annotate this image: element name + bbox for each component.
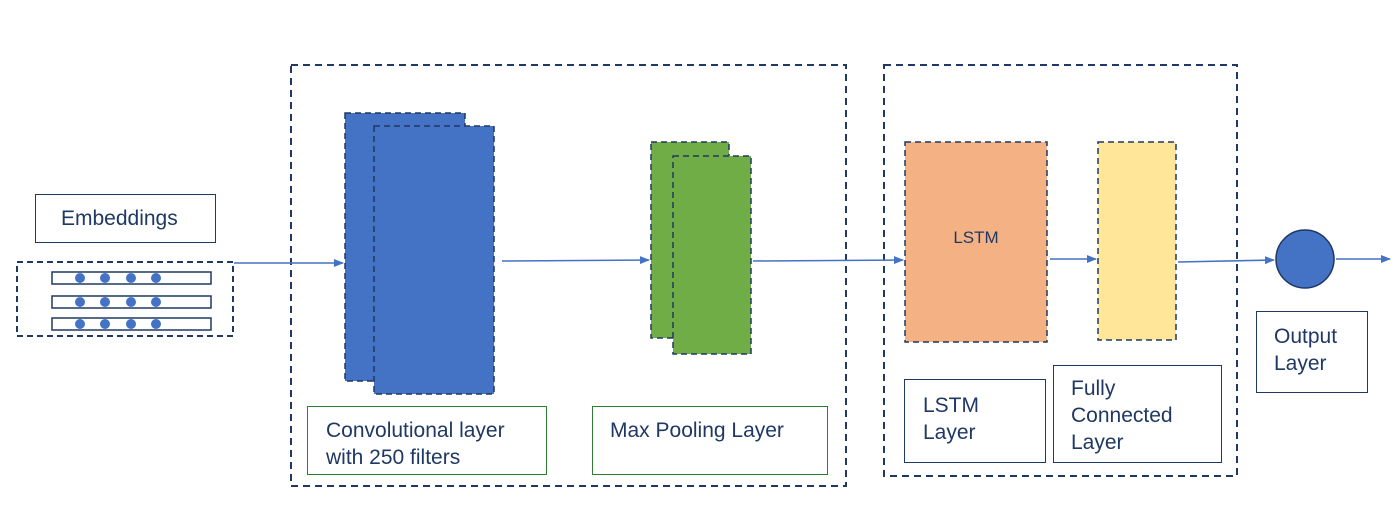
conv-block [344, 112, 495, 395]
fc-label-line-1: Fully [1071, 377, 1116, 400]
embedding-dot [75, 297, 85, 307]
conv-label-line-2: with 250 filters [326, 446, 461, 469]
arrow-fc-to-output [1177, 256, 1275, 265]
embedding-dot [151, 319, 161, 329]
embedding-dot [126, 319, 136, 329]
embedding-dot [151, 273, 161, 283]
conv-label-line-1: Convolutional layer [326, 419, 505, 442]
embeddings-matrix [16, 261, 234, 337]
pool-layer-label: Max Pooling Layer [592, 406, 828, 475]
conv-layer-label: Convolutional layer with 250 filters [307, 406, 547, 475]
arrow-conv-to-pool [501, 256, 650, 265]
lstm-layer-label: LSTM Layer [904, 379, 1046, 463]
output-layer-label: Output Layer [1256, 311, 1368, 393]
fc-label-line-3: Layer [1071, 431, 1124, 454]
lstm-label-line-2: Layer [923, 421, 976, 444]
fc-layer-label: Fully Connected Layer [1053, 365, 1222, 463]
embedding-dot [100, 297, 110, 307]
lstm-label-line-1: LSTM [923, 394, 980, 417]
cnn-group-box [290, 64, 847, 487]
fc-block [1097, 141, 1177, 341]
embedding-dot [100, 273, 110, 283]
embedding-dot [126, 297, 136, 307]
embedding-dot [126, 273, 136, 283]
lstm-group-box [883, 64, 1238, 477]
embedding-dot [75, 273, 85, 283]
fc-label-line-2: Connected [1071, 404, 1173, 427]
embeddings-label: Embeddings [35, 194, 216, 243]
embedding-dot [151, 297, 161, 307]
embeddings-label-text: Embeddings [61, 207, 178, 230]
lstm-block-label: LSTM [953, 228, 999, 247]
embedding-dot [75, 319, 85, 329]
output-node [1275, 229, 1335, 289]
pool-block [650, 141, 752, 355]
embedding-dot [100, 319, 110, 329]
output-label-line-2: Layer [1274, 352, 1327, 375]
output-label-line-1: Output [1274, 325, 1338, 348]
arrow-pool-to-lstm [752, 256, 904, 265]
lstm-block [904, 141, 1048, 343]
pool-label-text: Max Pooling Layer [610, 419, 784, 442]
